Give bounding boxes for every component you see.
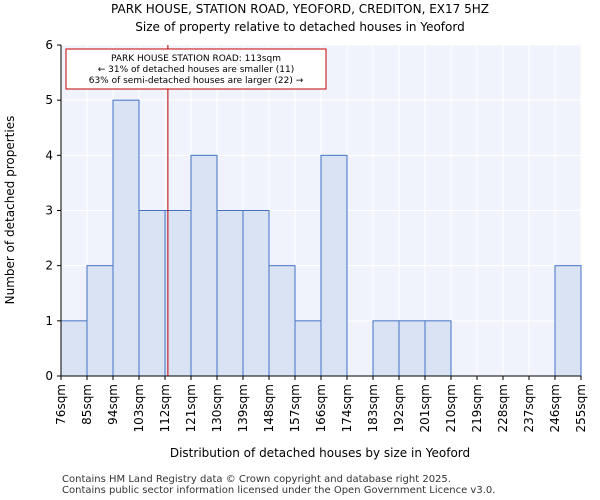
y-tick-label: 4 xyxy=(45,148,53,162)
x-tick-label: 112sqm xyxy=(158,384,172,432)
bar xyxy=(190,154,218,377)
bar xyxy=(216,210,244,377)
x-tick-label: 121sqm xyxy=(184,384,198,432)
x-tick-label: 201sqm xyxy=(418,384,432,432)
x-tick-label: 157sqm xyxy=(288,384,302,432)
y-tick-label: 5 xyxy=(45,93,53,107)
y-tick-label: 3 xyxy=(45,204,53,218)
bar xyxy=(242,210,270,377)
y-tick-label: 1 xyxy=(45,314,53,328)
chart-title: PARK HOUSE, STATION ROAD, YEOFORD, CREDI… xyxy=(111,2,489,16)
x-tick-label: 94sqm xyxy=(106,384,120,425)
bar xyxy=(372,320,400,377)
y-tick-label: 0 xyxy=(45,369,53,383)
x-tick-label: 228sqm xyxy=(496,384,510,432)
annotation-line-3: 63% of semi-detached houses are larger (… xyxy=(89,76,304,86)
x-tick-label: 139sqm xyxy=(236,384,250,432)
y-tick-label: 6 xyxy=(45,38,53,52)
bar xyxy=(268,265,296,377)
bar xyxy=(398,320,426,377)
x-tick-label: 246sqm xyxy=(548,384,562,432)
x-tick-label: 166sqm xyxy=(314,384,328,432)
bar xyxy=(294,320,322,377)
y-axis-label: Number of detached properties xyxy=(3,116,17,305)
x-tick-label: 148sqm xyxy=(262,384,276,432)
y-ticks: 0 1 2 3 4 5 6 xyxy=(45,38,61,383)
bar xyxy=(86,265,114,377)
footer-line-2: Contains public sector information licen… xyxy=(62,485,496,496)
bar xyxy=(60,320,88,377)
x-tick-label: 210sqm xyxy=(444,384,458,432)
annotation-line-1: PARK HOUSE STATION ROAD: 113sqm xyxy=(111,54,281,64)
chart-subtitle: Size of property relative to detached ho… xyxy=(135,20,465,34)
bar xyxy=(164,210,192,377)
x-tick-label: 219sqm xyxy=(470,384,484,432)
x-tick-label: 76sqm xyxy=(54,384,68,425)
bar xyxy=(138,210,166,377)
y-tick-label: 2 xyxy=(45,259,53,273)
x-tick-label: 255sqm xyxy=(574,384,588,432)
bar xyxy=(112,99,140,377)
bar xyxy=(554,265,582,377)
x-axis-label: Distribution of detached houses by size … xyxy=(170,446,470,460)
x-ticks: 76sqm 85sqm 94sqm 103sqm 112sqm 121sqm 130sqm 1… xyxy=(54,376,588,432)
x-tick-label: 183sqm xyxy=(366,384,380,432)
bar xyxy=(320,154,348,377)
annotation-box: PARK HOUSE STATION ROAD: 113sqm ← 31% of… xyxy=(65,48,327,90)
x-tick-label: 192sqm xyxy=(392,384,406,432)
x-tick-label: 103sqm xyxy=(132,384,146,432)
x-tick-label: 237sqm xyxy=(522,384,536,432)
footer-line-1: Contains HM Land Registry data © Crown c… xyxy=(62,474,451,485)
x-tick-label: 130sqm xyxy=(210,384,224,432)
annotation-line-2: ← 31% of detached houses are smaller (11… xyxy=(98,65,295,75)
bar xyxy=(424,320,452,377)
x-tick-label: 174sqm xyxy=(340,384,354,432)
x-tick-label: 85sqm xyxy=(80,384,94,425)
